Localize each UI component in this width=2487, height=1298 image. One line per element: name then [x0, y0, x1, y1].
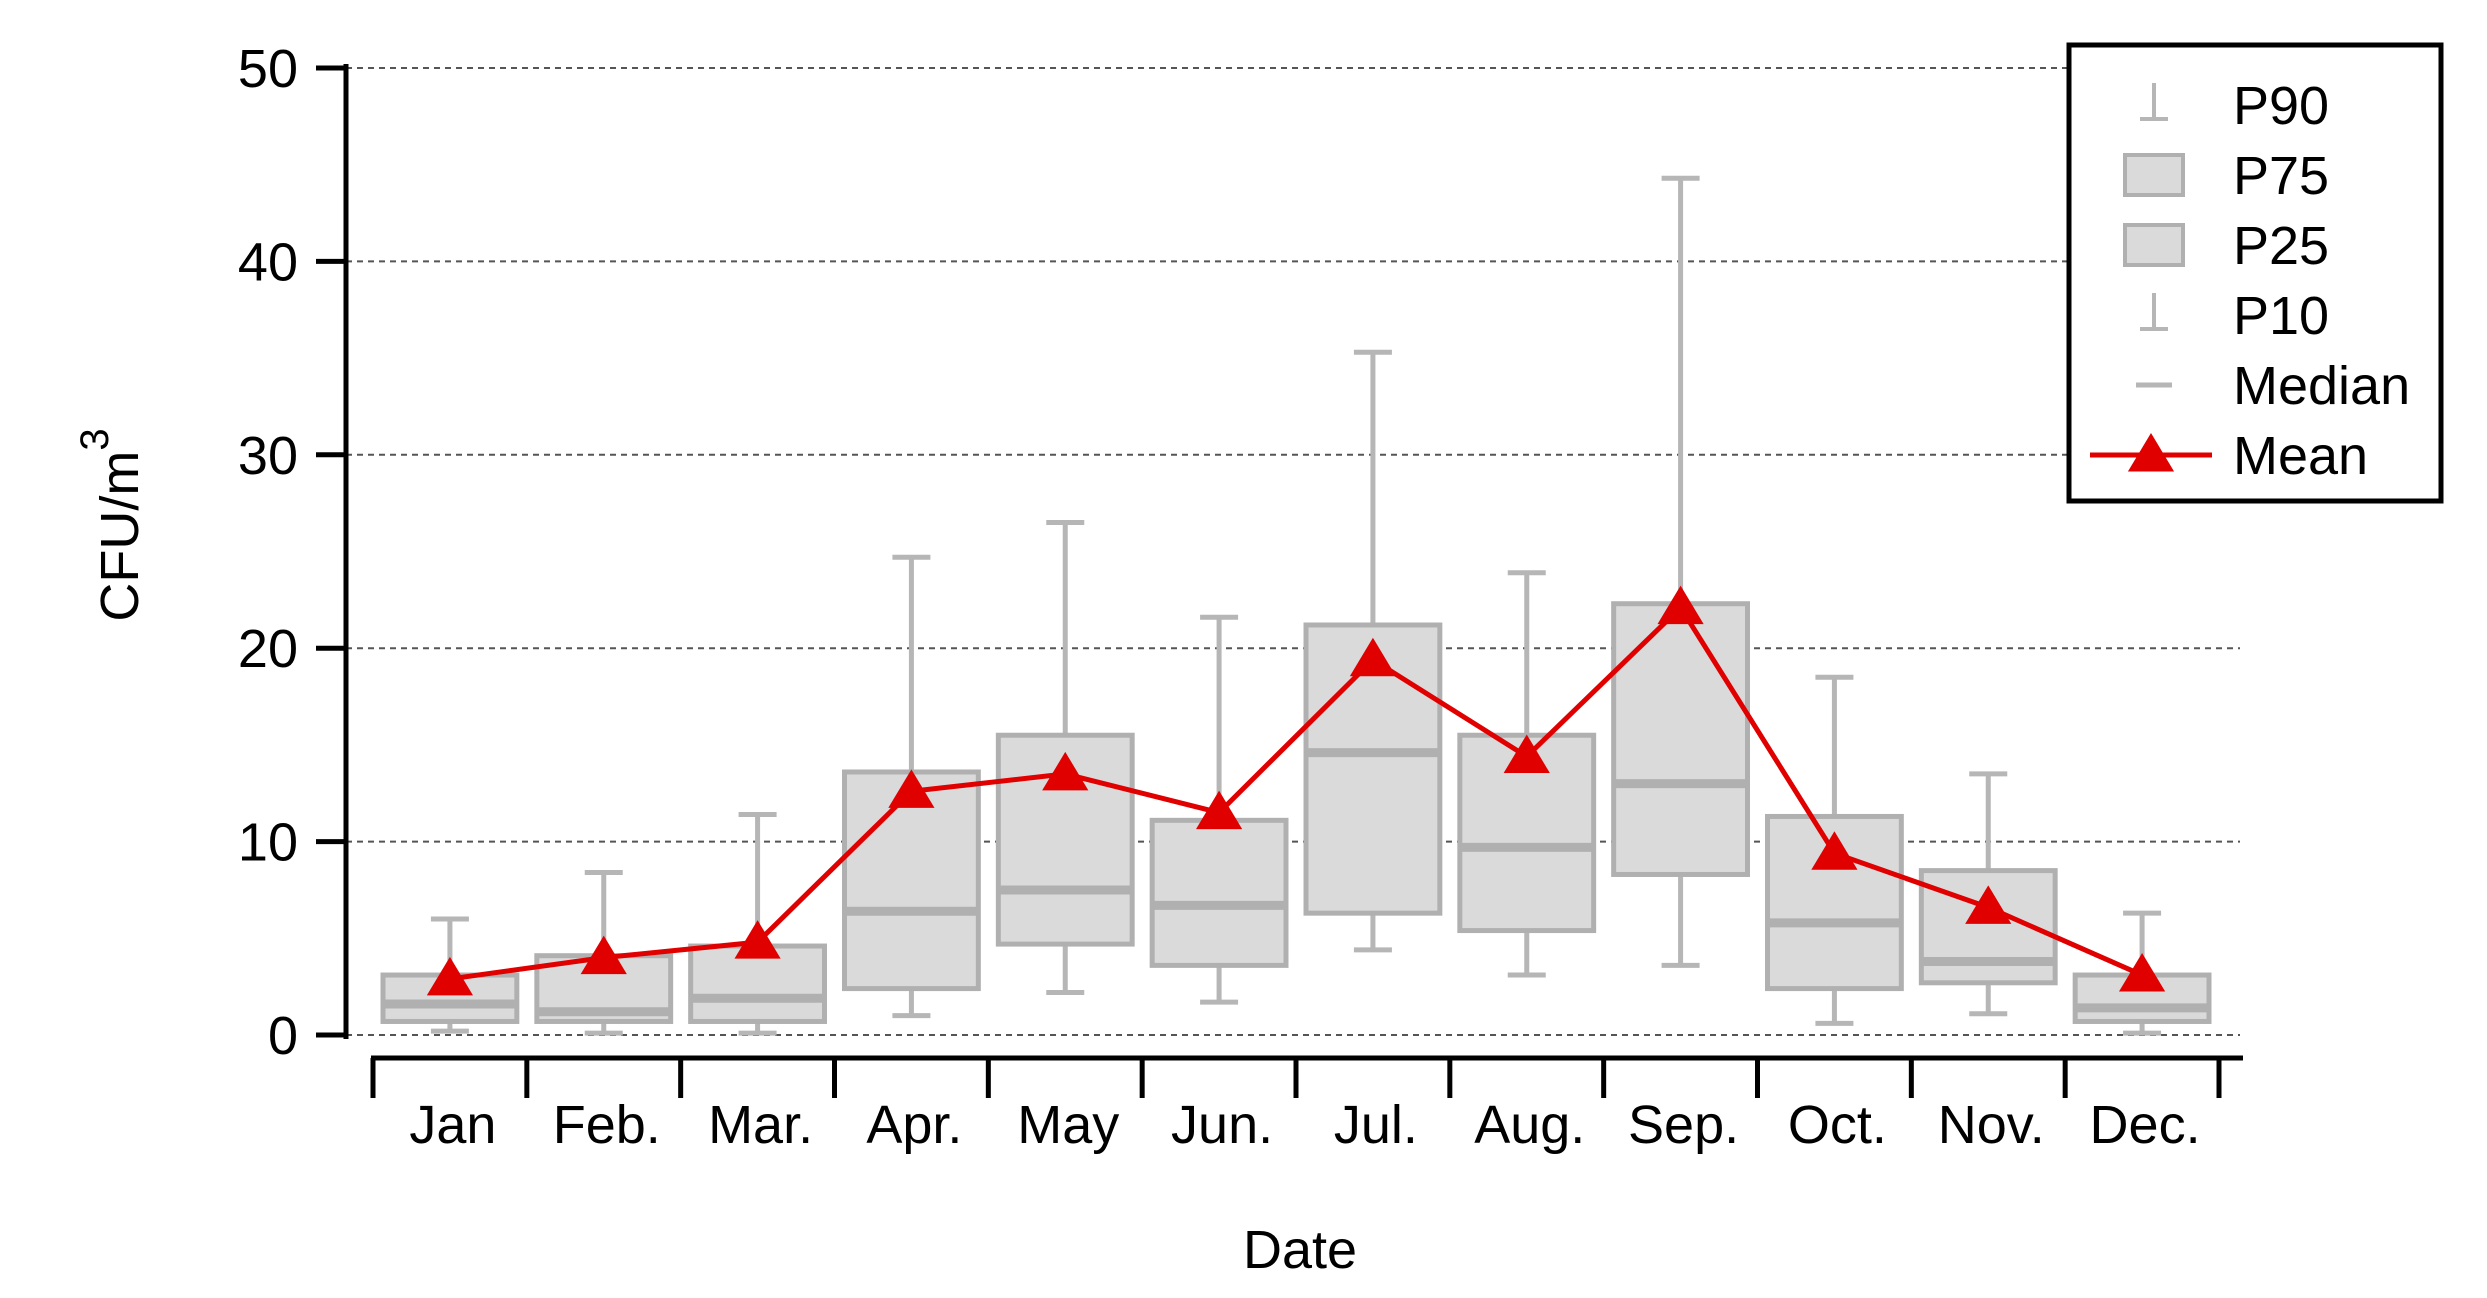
x-tick-label: Nov. — [1938, 1095, 2045, 1155]
legend-label: P25 — [2233, 216, 2329, 276]
mean-marker — [2118, 953, 2166, 992]
mean-marker — [1349, 637, 1397, 677]
x-tick-label: Jan — [409, 1095, 496, 1155]
mean-marker — [734, 920, 781, 959]
legend-label: Mean — [2233, 426, 2368, 486]
mean-marker — [1195, 790, 1243, 830]
x-tick-label: Oct. — [1788, 1095, 1887, 1155]
legend-label: P10 — [2233, 286, 2329, 346]
x-tick-label: Apr. — [866, 1095, 962, 1155]
x-tick-label: Dec. — [2090, 1095, 2201, 1155]
mean-line — [449, 603, 2144, 982]
y-tick-label: 0 — [268, 1006, 298, 1066]
y-tick-label: 10 — [238, 813, 298, 873]
mean-marker — [1657, 585, 1704, 625]
x-tick-label: Aug. — [1474, 1095, 1585, 1155]
x-tick-label: Jun. — [1171, 1095, 1273, 1155]
mean-marker — [426, 956, 474, 996]
x-tick-label: Feb. — [553, 1095, 661, 1155]
mean-marker — [1042, 751, 1089, 791]
box-iqr — [1611, 601, 1751, 877]
box-iqr — [841, 769, 981, 992]
legend-label: Median — [2233, 356, 2410, 416]
legend-label: P75 — [2233, 146, 2329, 206]
boxes — [380, 175, 2212, 1036]
mean-marker — [1503, 734, 1550, 774]
y-tick-label: 40 — [238, 232, 298, 292]
grid-lines — [346, 67, 2240, 1036]
mean-series — [426, 585, 2166, 996]
legend-label: P90 — [2233, 76, 2329, 136]
y-axis-title-main: CFU/m — [90, 451, 150, 622]
legend-icon-box — [2123, 153, 2185, 197]
y-tick-label: 30 — [238, 426, 298, 486]
mean-marker — [888, 769, 935, 808]
legend-icon-box — [2123, 223, 2185, 267]
legend: P90 P75 P25 P10 Median Mean — [2066, 42, 2444, 504]
mean-marker — [1965, 885, 2012, 924]
axes: 0 10 20 30 40 50 Jan Feb. Mar. Apr. May Jun. Jul. Aug… — [238, 39, 2243, 1155]
x-tick-label: Jul. — [1334, 1095, 1418, 1155]
mean-marker — [1811, 831, 1858, 870]
y-axis-title: CFU/m3 — [73, 428, 150, 621]
legend-frame — [2066, 42, 2444, 504]
y-tick-label: 20 — [238, 619, 298, 679]
mean-marker — [580, 935, 627, 975]
legend-icon-mean-marker — [2127, 433, 2175, 472]
x-tick-label: May — [1017, 1095, 1119, 1155]
x-axis-title: Date — [1243, 1220, 1357, 1280]
y-axis-title-superscript: 3 — [73, 428, 117, 450]
x-tick-label: Mar. — [708, 1095, 813, 1155]
y-tick-label: 50 — [238, 39, 298, 99]
x-tick-label: Sep. — [1628, 1095, 1739, 1155]
box-iqr — [1149, 817, 1289, 968]
